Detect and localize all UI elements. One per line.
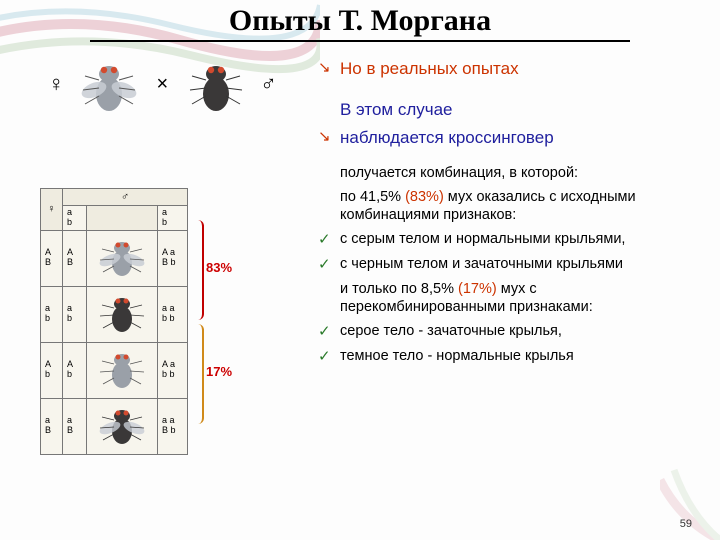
check-icon: ✓ — [318, 323, 334, 342]
female-symbol: ♀ — [48, 71, 65, 97]
check-icon: ✓ — [318, 256, 334, 275]
page-number: 59 — [680, 518, 692, 530]
line-dark-normal: темное тело - нормальные крылья — [340, 347, 690, 365]
fly-grey-winged — [88, 232, 156, 280]
hdr-geno-a2: a — [162, 207, 167, 217]
hdr-geno-b2: b — [162, 217, 167, 227]
fly-dark-vestigial — [88, 288, 156, 336]
line-dark-vestigial: с черным телом и зачаточными крыльями — [340, 255, 690, 273]
bracket-83-label: 83% — [206, 260, 232, 275]
line-17: и только по 8,5% (17%) мух с перекомбини… — [340, 280, 690, 316]
bracket-17-label: 17% — [206, 364, 232, 379]
fly-grey-parent — [71, 54, 147, 114]
line-grey-normal: с серым телом и нормальными крыльями, — [340, 230, 690, 248]
bracket-83 — [190, 220, 204, 320]
tbl-male-sym: ♂ — [121, 191, 129, 203]
check-icon: ✓ — [318, 231, 334, 250]
table-row: ab ab a ab b — [41, 286, 188, 342]
page-title: Опыты Т. Моргана — [90, 0, 630, 42]
table-row: Ab Ab A ab b — [41, 342, 188, 398]
parent-cross: ♀ × ♂ — [48, 54, 310, 114]
fly-dark-parent — [178, 54, 254, 114]
offspring-table: ♀ ♂ ab ab AB AB A aB b ab — [40, 188, 188, 455]
line-combo: получается комбинация, в которой: — [340, 164, 690, 182]
table-row: AB AB A aB b — [41, 230, 188, 286]
line-real: Но в реальных опытах — [340, 58, 690, 79]
content-area: ♀ × ♂ ♀ ♂ — [0, 42, 720, 455]
hdr-geno-b: b — [67, 217, 72, 227]
line-crossover: наблюдается кроссинговер — [340, 127, 690, 148]
fly-dark-winged — [88, 400, 156, 448]
tbl-female-sym: ♀ — [47, 203, 55, 215]
bracket-column: 83% 17% — [190, 128, 240, 455]
cross-symbol: × — [157, 73, 169, 96]
bracket-17 — [190, 324, 204, 424]
male-symbol: ♂ — [260, 71, 277, 97]
arrow-icon: ↘ — [318, 128, 334, 147]
fly-grey-vestigial — [88, 344, 156, 392]
left-column: ♀ × ♂ ♀ ♂ — [40, 48, 310, 455]
right-column: ↘ Но в реальных опытах В этом случае ↘ наб… — [318, 48, 690, 455]
line-83: по 41,5% (83%) мух оказались с исходными… — [340, 188, 690, 224]
line-case: В этом случае — [340, 99, 690, 120]
arrow-icon: ↘ — [318, 59, 334, 78]
check-icon: ✓ — [318, 348, 334, 367]
table-row: aB aB a aB b — [41, 398, 188, 454]
line-grey-vestigial: серое тело - зачаточные крылья, — [340, 322, 690, 340]
hdr-geno-a: a — [67, 207, 72, 217]
